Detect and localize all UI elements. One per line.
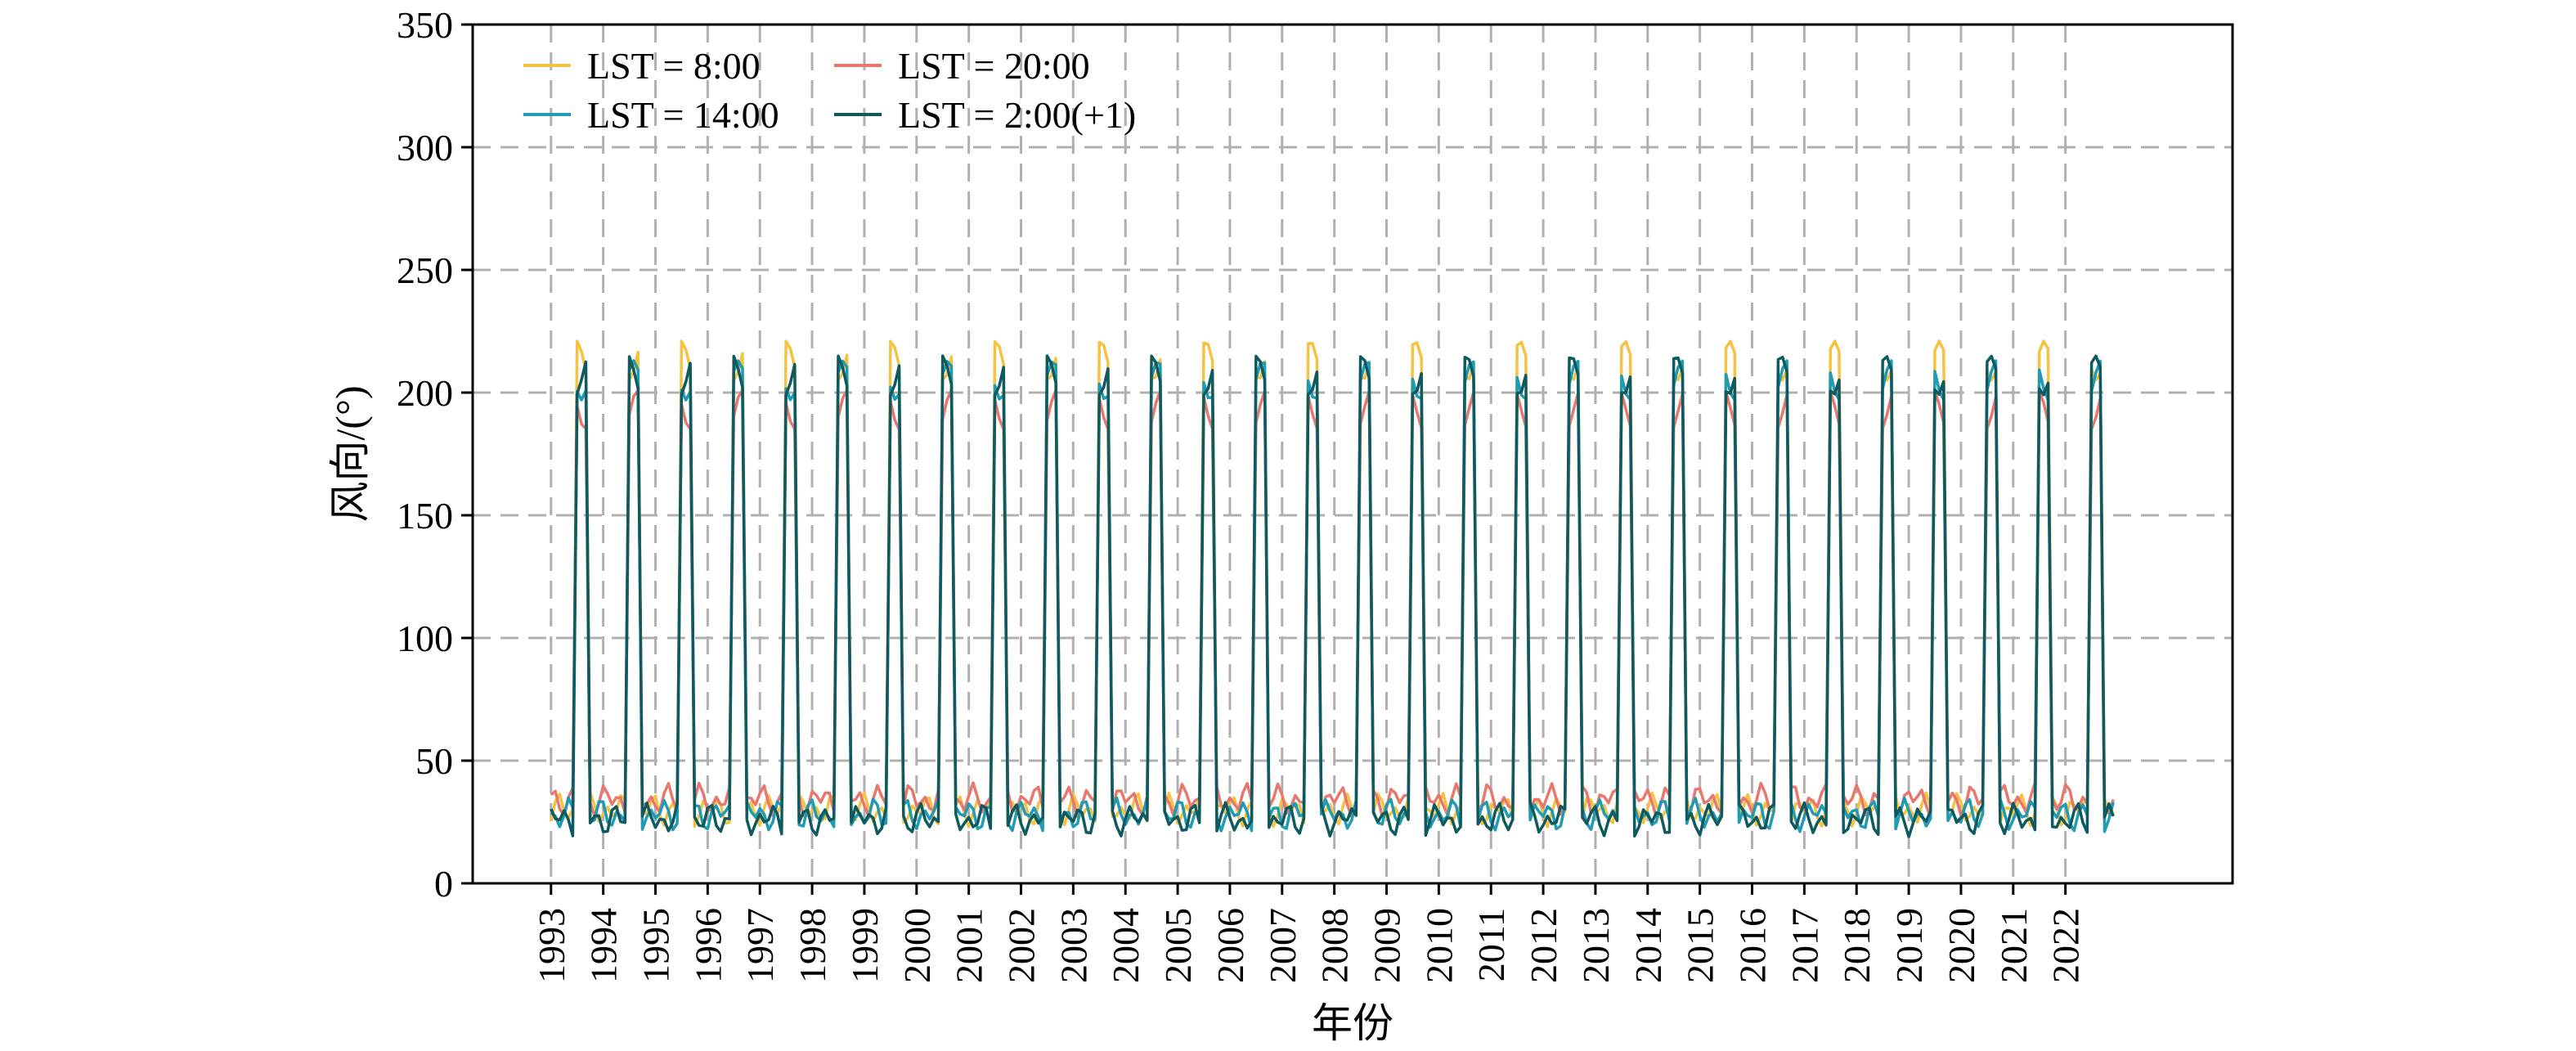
x-tick-label: 2022 <box>2045 908 2087 983</box>
x-tick-label: 2001 <box>949 908 990 983</box>
legend-entry: LST = 20:00 <box>898 45 1090 87</box>
x-tick-label: 2014 <box>1627 908 1669 983</box>
x-tick-label: 2009 <box>1367 908 1408 983</box>
x-tick-label: 2002 <box>1001 908 1043 983</box>
series-line-3 <box>550 354 2115 838</box>
x-tick-label: 2019 <box>1888 908 1930 983</box>
x-tick-label: 2005 <box>1157 908 1199 983</box>
series-line-0 <box>550 339 2114 829</box>
y-tick-label: 100 <box>397 618 453 659</box>
x-tick-label: 1997 <box>739 908 781 983</box>
series-lines <box>550 339 2115 838</box>
x-tick-label: 2004 <box>1105 908 1147 983</box>
series-line-1 <box>550 389 2115 819</box>
x-tick-label: 2016 <box>1732 908 1774 983</box>
y-tick-label: 200 <box>397 372 453 414</box>
x-tick-label: 2020 <box>1941 908 1982 983</box>
x-tick-label: 2021 <box>1993 908 2035 983</box>
legend: LST = 8:00 LST = 20:00 LST = 14:00 LST = 2:… <box>523 45 1136 136</box>
legend-entry: LST = 2:00(+1) <box>898 94 1136 136</box>
x-tick-label: 2010 <box>1418 908 1460 983</box>
y-tick-label: 150 <box>397 495 453 537</box>
x-tick-label: 1998 <box>792 908 833 983</box>
y-axis-label: 风向/(°) <box>327 385 373 522</box>
y-tick-label: 50 <box>415 740 453 782</box>
x-tick-label: 1993 <box>531 908 572 983</box>
x-tick-label: 1996 <box>687 908 729 983</box>
x-tick-label: 2015 <box>1680 908 1721 983</box>
plot-frame <box>471 23 2234 885</box>
x-tick-label: 2012 <box>1523 908 1564 983</box>
x-axis-label: 年份 <box>1312 1000 1393 1046</box>
legend-entry: LST = 14:00 <box>587 94 779 136</box>
x-tick-label: 2000 <box>896 908 938 983</box>
x-tick-label: 2018 <box>1836 908 1878 983</box>
x-tick-label: 1999 <box>844 908 886 983</box>
grid <box>473 23 2233 883</box>
y-tick-label: 0 <box>434 863 453 905</box>
x-tick-label: 2017 <box>1784 908 1825 983</box>
x-axis: 1993 1994 1995 1996 1997 1998 1999 2000 2001 2002… <box>531 883 2087 983</box>
x-tick-label: 2007 <box>1262 908 1304 983</box>
series-line-2 <box>550 359 2115 833</box>
y-tick-label: 350 <box>397 4 453 46</box>
x-tick-label: 1995 <box>635 908 677 983</box>
y-tick-label: 300 <box>397 127 453 168</box>
y-axis: 0 50 100 150 200 250 300 350 <box>397 4 473 905</box>
x-tick-label: 2013 <box>1575 908 1617 983</box>
x-tick-label: 2008 <box>1314 908 1356 983</box>
x-tick-label: 2006 <box>1209 908 1251 983</box>
x-tick-label: 2011 <box>1470 908 1512 981</box>
legend-entry: LST = 8:00 <box>587 45 761 87</box>
x-tick-label: 2003 <box>1052 908 1094 983</box>
y-tick-label: 250 <box>397 249 453 291</box>
x-tick-label: 1994 <box>583 908 625 983</box>
